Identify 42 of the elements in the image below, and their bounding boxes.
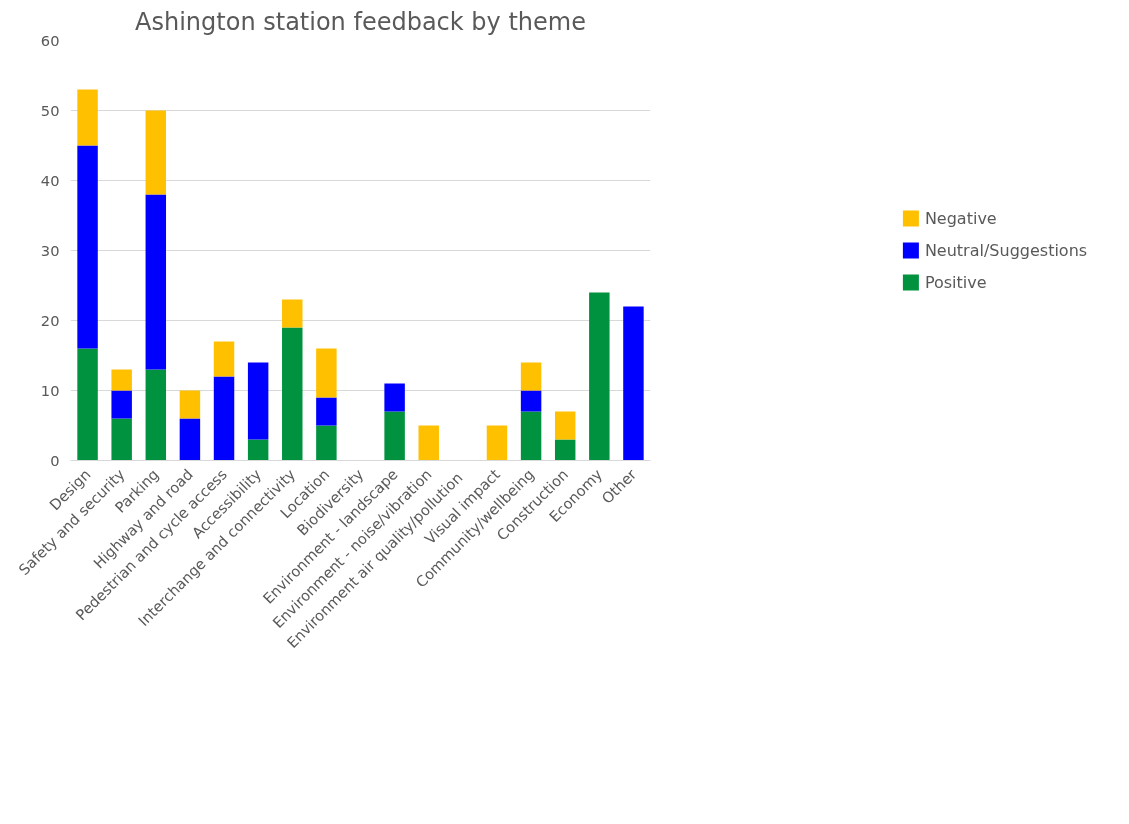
bar xyxy=(316,397,337,426)
bar xyxy=(145,194,167,370)
bar xyxy=(282,299,303,328)
bar xyxy=(77,89,98,146)
bar xyxy=(111,418,132,461)
bar xyxy=(554,411,576,440)
bar xyxy=(282,327,303,461)
bar xyxy=(384,383,405,412)
bar xyxy=(247,439,269,461)
bar xyxy=(179,418,201,461)
chart-title: Ashington station feedback by theme xyxy=(135,7,586,36)
bar xyxy=(554,439,576,461)
y-tick-label: 30 xyxy=(40,241,60,259)
y-tick-label: 20 xyxy=(40,311,60,329)
bar xyxy=(145,369,167,461)
legend-label: Positive xyxy=(924,272,987,292)
y-tick-label: 10 xyxy=(40,381,60,399)
bar xyxy=(623,306,644,461)
y-tick-label: 40 xyxy=(40,171,60,189)
bar xyxy=(145,110,167,195)
bar xyxy=(589,292,610,461)
bar xyxy=(77,145,98,349)
bar xyxy=(316,348,337,398)
bar xyxy=(418,425,439,461)
bar xyxy=(520,411,542,461)
bar xyxy=(111,390,132,419)
bar xyxy=(77,348,98,461)
y-tick-label: 60 xyxy=(40,31,60,49)
bar xyxy=(179,390,201,419)
legend-label: Negative xyxy=(924,208,997,228)
bar xyxy=(213,376,235,461)
y-tick-label: 50 xyxy=(40,101,60,119)
bar xyxy=(520,362,542,391)
bar xyxy=(486,425,508,461)
bar xyxy=(213,341,235,377)
legend-label: Neutral/Suggestions xyxy=(924,240,1088,260)
bar xyxy=(247,362,269,440)
y-tick-label: 0 xyxy=(50,451,60,469)
bar xyxy=(520,390,542,412)
bar xyxy=(384,411,405,461)
bar xyxy=(316,425,337,461)
bar xyxy=(111,369,132,391)
